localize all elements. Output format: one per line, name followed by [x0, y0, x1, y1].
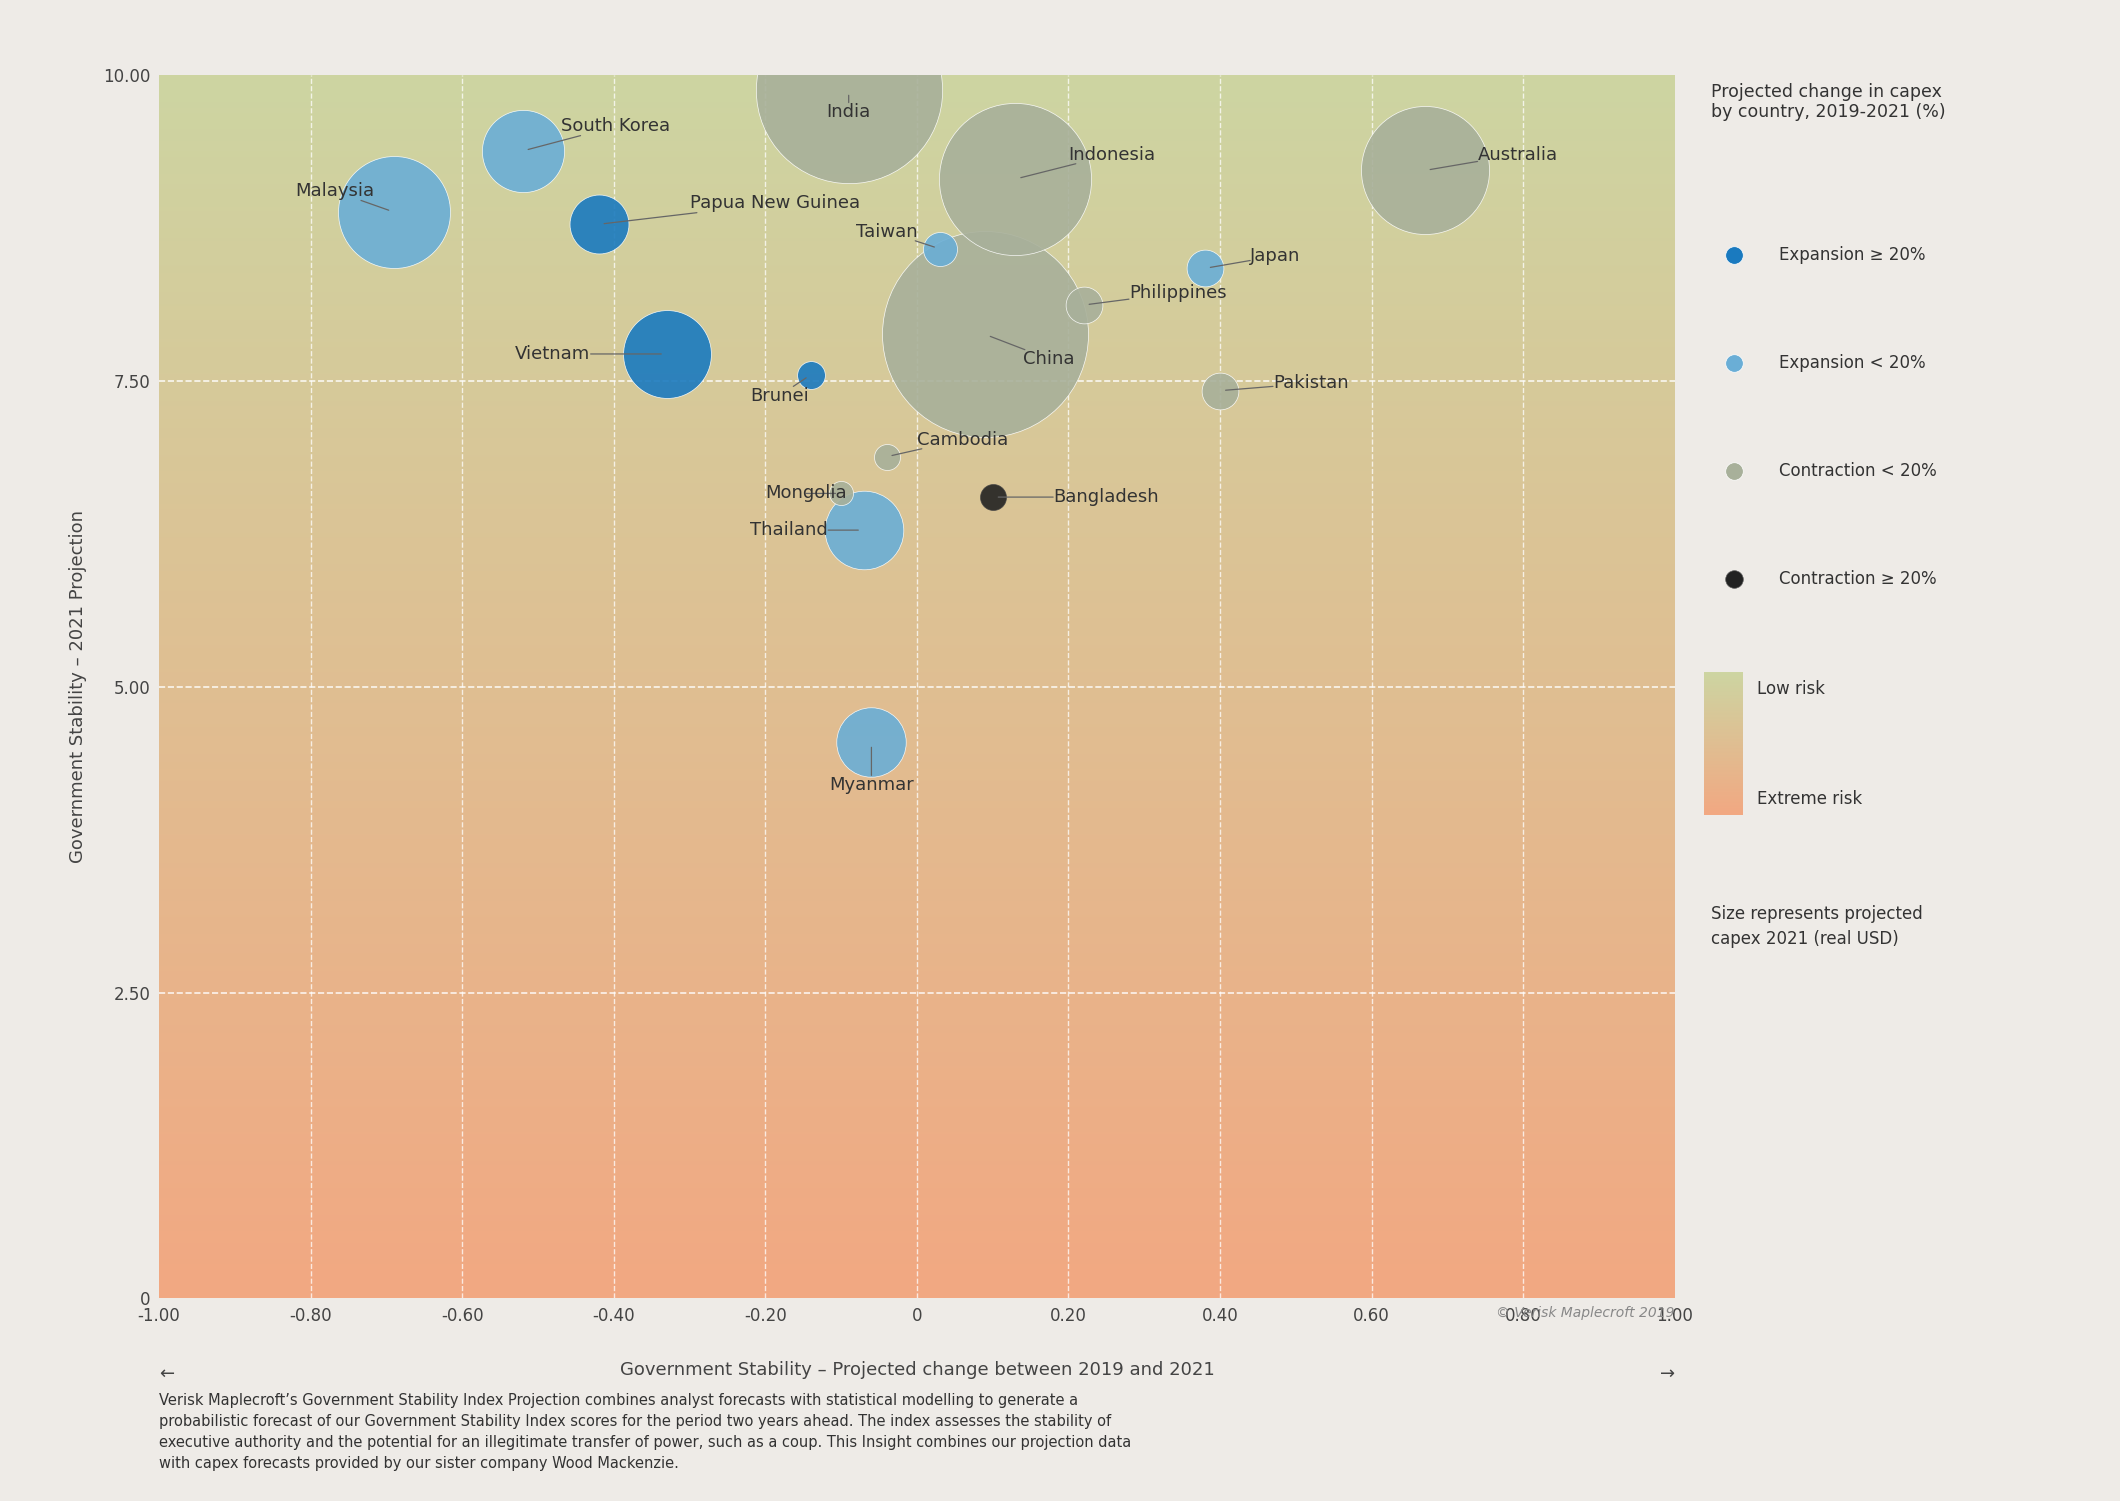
Text: Malaysia: Malaysia — [295, 182, 388, 210]
Text: Government Stability – Projected change between 2019 and 2021: Government Stability – Projected change … — [619, 1361, 1215, 1379]
Text: Bangladesh: Bangladesh — [999, 488, 1160, 506]
Point — [1066, 293, 1100, 317]
Text: Projected change in capex
by country, 2019-2021 (%): Projected change in capex by country, 20… — [1711, 83, 1946, 122]
Text: India: India — [827, 95, 871, 120]
Point — [377, 200, 411, 224]
Text: Cambodia: Cambodia — [893, 431, 1009, 455]
Text: Taiwan: Taiwan — [856, 222, 935, 248]
Text: © Verisk Maplecroft 2019: © Verisk Maplecroft 2019 — [1497, 1306, 1675, 1319]
Point — [1408, 159, 1442, 183]
Text: Myanmar: Myanmar — [829, 747, 914, 794]
Text: Expansion < 20%: Expansion < 20% — [1779, 354, 1925, 372]
Text: →: → — [1660, 1364, 1675, 1382]
Point — [1187, 257, 1221, 281]
Point — [969, 323, 1003, 347]
Text: Pakistan: Pakistan — [1225, 374, 1348, 392]
Point — [846, 518, 880, 542]
Text: Brunei: Brunei — [750, 378, 810, 405]
Point — [651, 342, 685, 366]
Text: Contraction < 20%: Contraction < 20% — [1779, 462, 1936, 480]
Text: Expansion ≥ 20%: Expansion ≥ 20% — [1779, 246, 1925, 264]
Point — [793, 363, 827, 387]
Point — [922, 237, 956, 261]
Point — [581, 212, 615, 236]
Text: Australia: Australia — [1431, 146, 1558, 170]
Text: Contraction ≥ 20%: Contraction ≥ 20% — [1779, 570, 1936, 588]
Point — [1717, 459, 1751, 483]
Y-axis label: Government Stability – 2021 Projection: Government Stability – 2021 Projection — [68, 510, 87, 863]
Text: Indonesia: Indonesia — [1022, 146, 1155, 177]
Text: Verisk Maplecroft’s Government Stability Index Projection combines analyst forec: Verisk Maplecroft’s Government Stability… — [159, 1393, 1132, 1471]
Text: Low risk: Low risk — [1757, 680, 1825, 698]
Text: Thailand: Thailand — [750, 521, 859, 539]
Text: Mongolia: Mongolia — [765, 485, 848, 503]
Point — [1204, 378, 1238, 402]
Text: Vietnam: Vietnam — [515, 345, 661, 363]
Text: Extreme risk: Extreme risk — [1757, 790, 1863, 808]
Point — [1717, 567, 1751, 591]
Text: Size represents projected
capex 2021 (real USD): Size represents projected capex 2021 (re… — [1711, 905, 1923, 949]
Point — [975, 485, 1009, 509]
Point — [999, 167, 1032, 191]
Point — [1717, 351, 1751, 375]
Text: South Korea: South Korea — [528, 117, 670, 150]
Text: Japan: Japan — [1211, 248, 1302, 267]
Point — [831, 78, 865, 102]
Text: China: China — [990, 336, 1075, 368]
Text: Philippines: Philippines — [1090, 284, 1227, 305]
Point — [854, 729, 888, 754]
Point — [507, 140, 541, 164]
Text: ←: ← — [159, 1364, 174, 1382]
Point — [869, 444, 903, 468]
Point — [1717, 243, 1751, 267]
Text: Papua New Guinea: Papua New Guinea — [604, 195, 859, 224]
Point — [825, 482, 859, 506]
